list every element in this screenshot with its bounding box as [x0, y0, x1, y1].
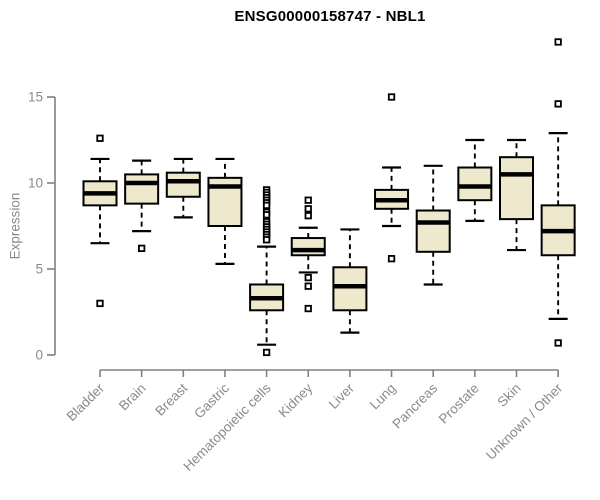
outlier-point [387, 255, 396, 263]
outlier-point [304, 304, 312, 313]
x-tick-label: Lung [367, 381, 399, 413]
iqr-box [124, 173, 160, 205]
box-group-gastric [207, 157, 243, 265]
outlier-point [96, 134, 104, 142]
y-tick-label: 15 [28, 90, 43, 105]
y-tick-label: 5 [35, 262, 43, 277]
box-group-prostate [457, 138, 493, 222]
box-group-lung [374, 93, 410, 263]
x-tick-label: Pancreas [389, 380, 440, 431]
outlier-point [304, 196, 312, 204]
outlier-point [304, 273, 312, 282]
iqr-box [332, 266, 368, 312]
outlier-point [262, 236, 271, 244]
outlier-point [554, 339, 562, 347]
outlier-point [554, 38, 562, 46]
box-group-hematopoietic-cells [249, 186, 285, 357]
box-group-bladder [82, 134, 118, 308]
outlier-point [554, 100, 562, 108]
chart-title: ENSG00000158747 - NBL1 [234, 8, 426, 25]
box-group-skin [499, 138, 534, 252]
iqr-box [499, 156, 534, 221]
x-tick-label: Breast [152, 380, 190, 418]
x-tick-label: Prostate [436, 381, 482, 427]
x-tick-label: Brain [116, 381, 149, 414]
outlier-point [304, 212, 312, 220]
outlier-point [262, 348, 271, 357]
outlier-point [304, 205, 312, 213]
outlier-point [262, 201, 271, 210]
iqr-box [457, 166, 493, 202]
outlier-point [96, 299, 104, 308]
iqr-box [415, 209, 451, 253]
y-tick-label: 10 [28, 176, 43, 191]
box-group-brain [124, 159, 160, 253]
box-group-breast [165, 157, 201, 219]
box-group-pancreas [415, 164, 451, 286]
x-tick-label: Gastric [191, 380, 232, 421]
iqr-box [165, 171, 201, 198]
y-tick-label: 0 [35, 348, 43, 363]
iqr-box [290, 237, 326, 257]
y-axis-label: Expression [7, 192, 23, 260]
x-tick-label: Bladder [64, 380, 108, 424]
outlier-point [304, 282, 312, 290]
outlier-point [137, 244, 146, 253]
x-tick-label: Skin [494, 381, 523, 410]
outlier-point [262, 211, 271, 219]
x-tick-label: Kidney [276, 380, 316, 420]
box-group-unknown-other [540, 38, 576, 347]
box-group-liver [332, 228, 368, 334]
x-tick-label: Liver [326, 380, 358, 412]
x-tick-label: Unknown / Other [483, 380, 566, 463]
box-group-kidney [290, 196, 326, 313]
outlier-point [387, 93, 396, 101]
